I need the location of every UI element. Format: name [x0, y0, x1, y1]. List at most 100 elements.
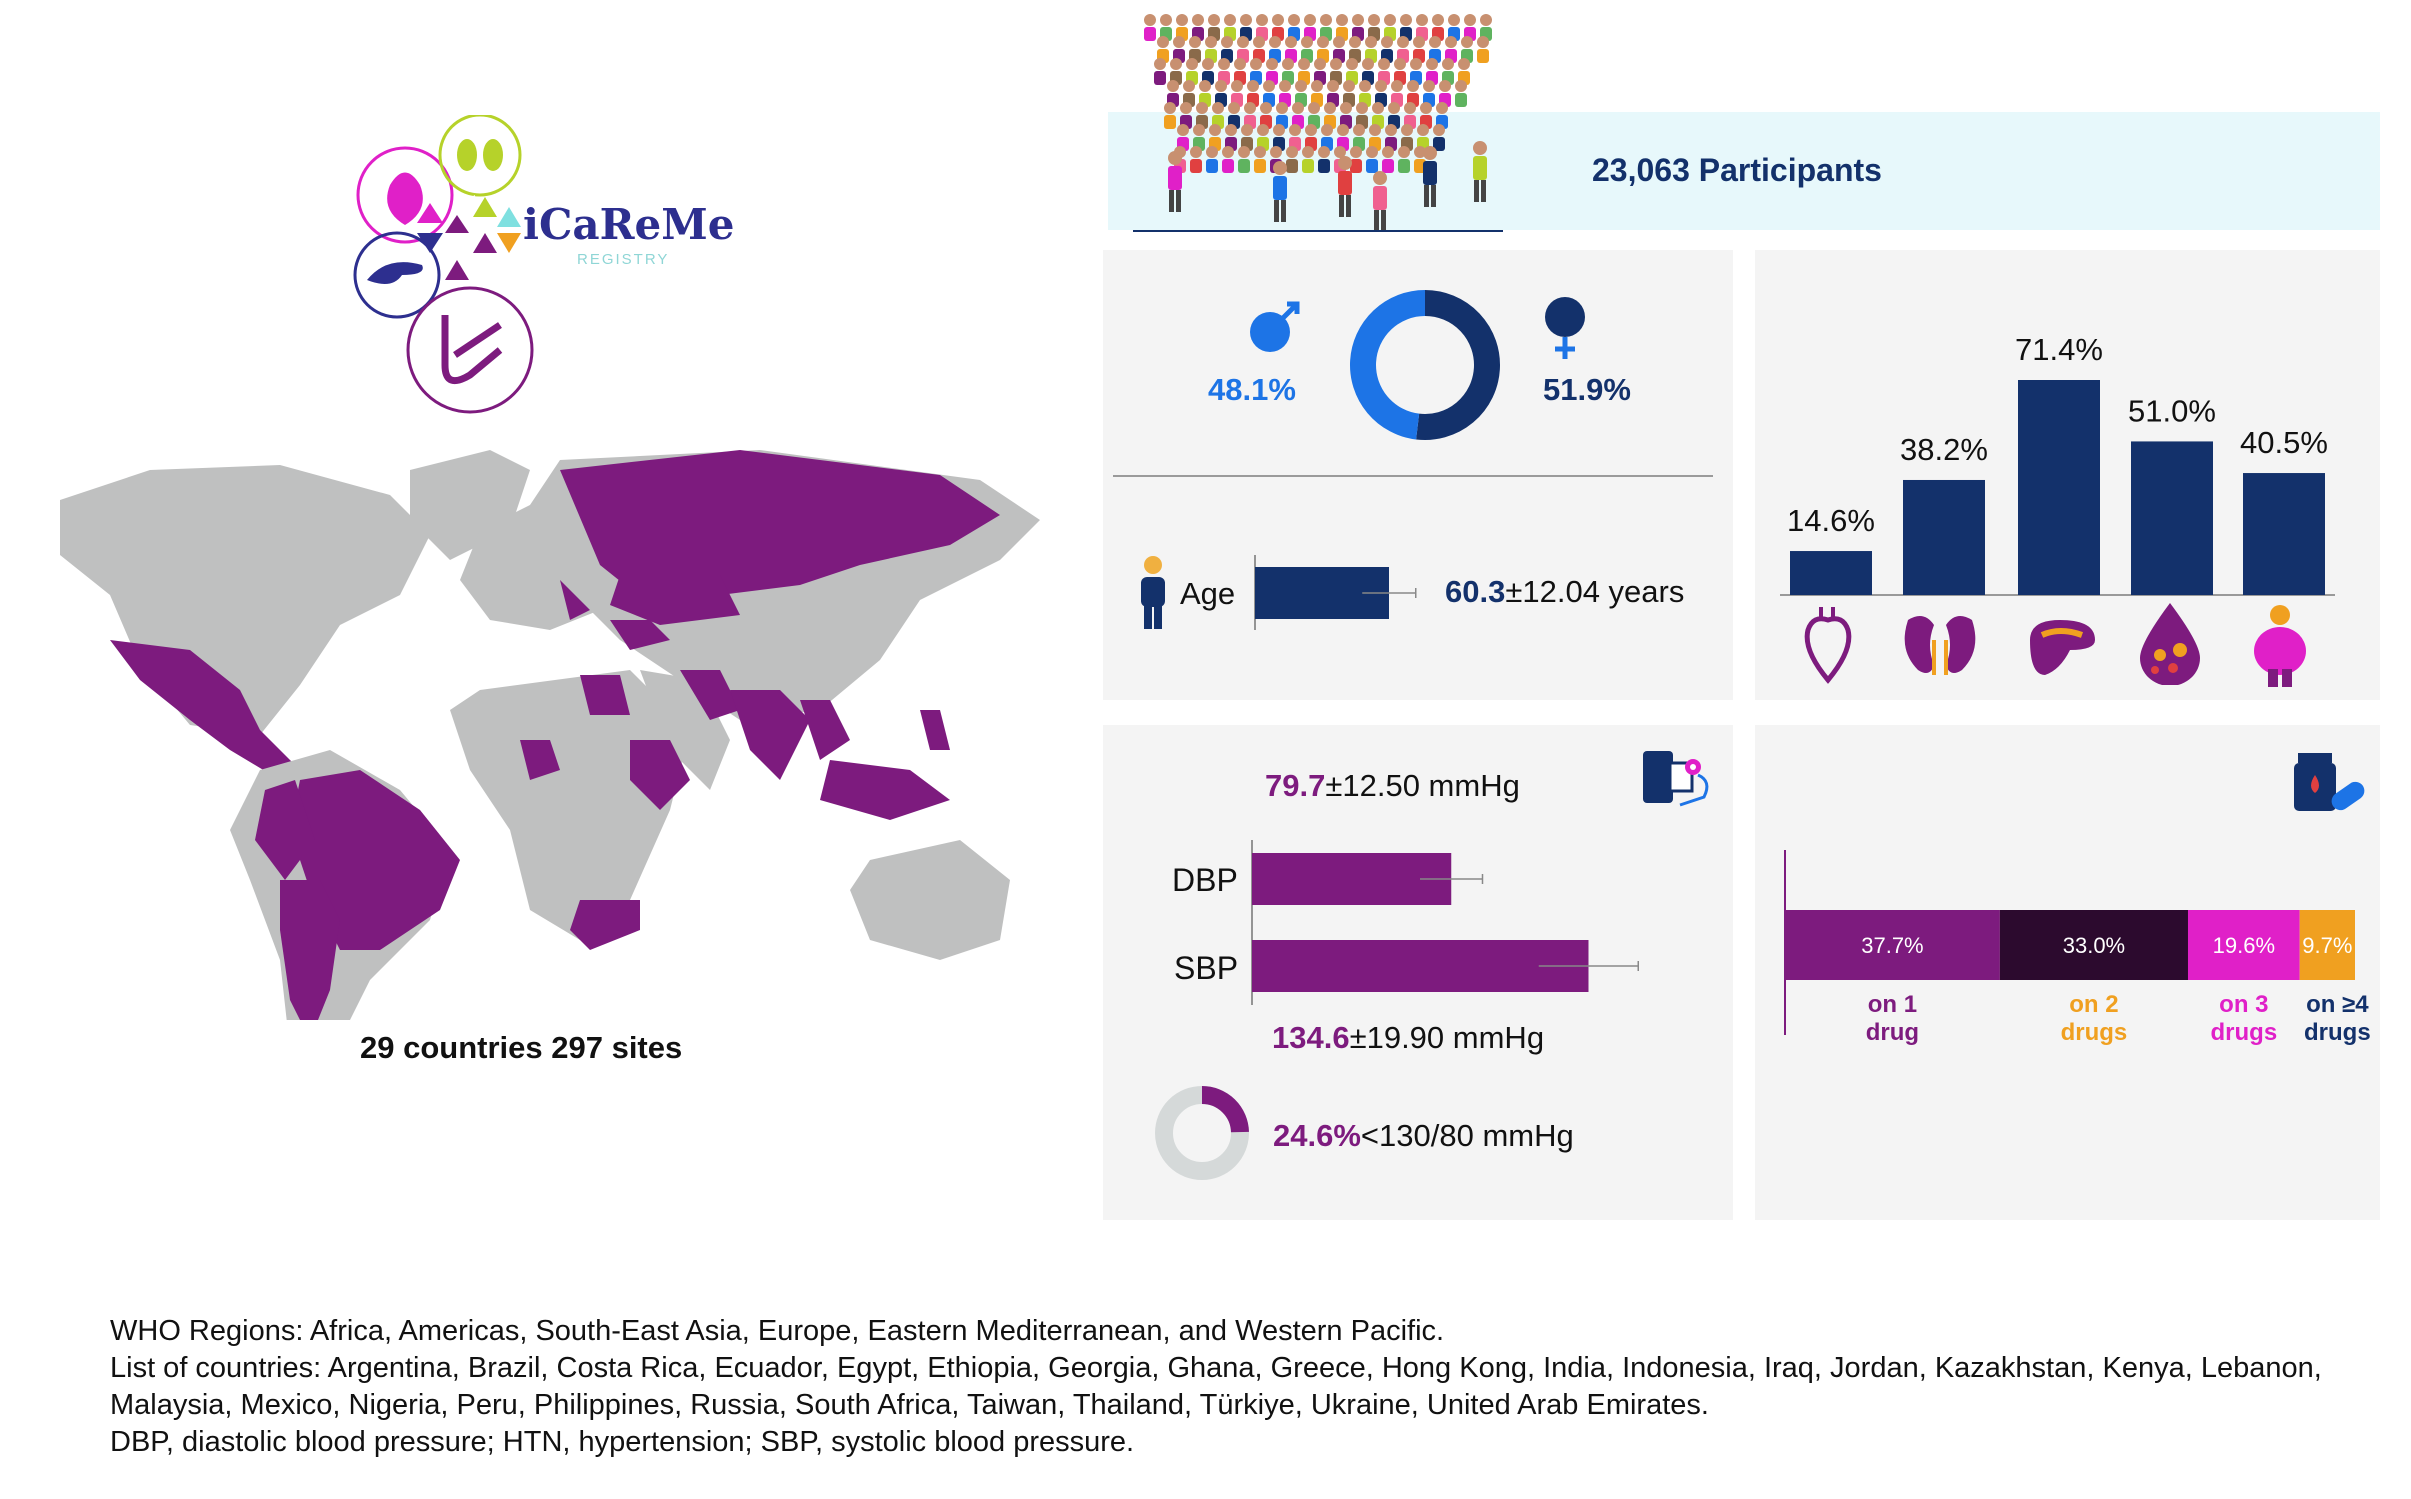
- sbp-sd: ±19.90 mmHg: [1349, 1020, 1545, 1055]
- sex-age-divider: [1113, 475, 1713, 477]
- crowd-person-head: [1279, 80, 1291, 92]
- crowd-person-head: [1173, 36, 1185, 48]
- crowd-person-leg: [1346, 195, 1351, 217]
- comorbidity-value-label: 14.6%: [1787, 503, 1875, 538]
- crowd-person-head: [1295, 80, 1307, 92]
- crowd-person-leg: [1281, 200, 1286, 222]
- crowd-person-head: [1320, 14, 1332, 26]
- crowd-person-head: [1461, 36, 1473, 48]
- crowd-person-body: [1286, 159, 1298, 173]
- crowd-person-head: [1381, 36, 1393, 48]
- crowd-person-head: [1263, 80, 1275, 92]
- sbp-stat: 134.6±19.90 mmHg: [1272, 1020, 1544, 1056]
- world-map: [60, 450, 1040, 1020]
- crowd-person-head: [1477, 36, 1489, 48]
- crowd-person-head: [1333, 36, 1345, 48]
- crowd-person-head: [1183, 80, 1195, 92]
- kidney-icon: [1904, 616, 1976, 675]
- drug-segment: [2299, 910, 2355, 980]
- crowd-person-head: [1160, 14, 1172, 26]
- drug-legend-label: on 3: [2219, 991, 2268, 1018]
- map-south-africa: [570, 900, 640, 950]
- crowd-person-body: [1382, 159, 1394, 173]
- crowd-person-head: [1237, 36, 1249, 48]
- comorbidity-value-label: 38.2%: [1900, 432, 1988, 467]
- crowd-person-head: [1327, 80, 1339, 92]
- age-label: Age: [1180, 576, 1236, 611]
- crowd-person-head: [1276, 102, 1288, 114]
- crowd-person-body: [1222, 159, 1234, 173]
- crowd-person-head: [1426, 58, 1438, 70]
- dbp-label: DBP: [1172, 862, 1238, 898]
- crowd-person-head: [1288, 14, 1300, 26]
- comorbidity-bar: [2018, 380, 2100, 595]
- crowd-person-head: [1257, 124, 1269, 136]
- drug-legend-label: drugs: [2211, 1019, 2278, 1046]
- crowd-person-head: [1234, 58, 1246, 70]
- bp-control-stat: 24.6%<130/80 mmHg: [1273, 1118, 1574, 1154]
- bp-control-donut: [1155, 1086, 1249, 1180]
- crowd-person-leg: [1339, 195, 1344, 217]
- comorbidity-value-label: 71.4%: [2015, 332, 2103, 367]
- crowd-person-leg: [1274, 200, 1279, 222]
- map-iraq: [680, 670, 740, 720]
- logo: iCaReMe REGISTRY: [345, 113, 745, 425]
- crowd-person-body: [1254, 159, 1266, 173]
- medication-icon: [2294, 753, 2365, 811]
- crowd-person-head: [1373, 171, 1387, 185]
- crowd-person-head: [1378, 58, 1390, 70]
- crowd-person-head: [1473, 141, 1487, 155]
- crowd-person-body: [1433, 137, 1445, 151]
- crowd-person-head: [1445, 36, 1457, 48]
- crowd-person-head: [1394, 58, 1406, 70]
- dbp-stat: 79.7±12.50 mmHg: [1265, 768, 1520, 804]
- map-nigeria: [520, 740, 560, 780]
- heart-icon: [1804, 607, 1852, 684]
- crowd-person-head: [1215, 80, 1227, 92]
- drug-segment-label: 19.6%: [2213, 933, 2275, 958]
- crowd-person-head: [1218, 58, 1230, 70]
- crowd-person-head: [1369, 124, 1381, 136]
- crowd-person-head: [1302, 146, 1314, 158]
- crowd-person-head: [1193, 124, 1205, 136]
- comorbidity-bar: [2243, 473, 2325, 595]
- sbp-label: SBP: [1174, 950, 1239, 986]
- participants-label: 23,063 Participants: [1592, 152, 1882, 188]
- map-africa: [450, 670, 690, 940]
- crowd-person-head: [1212, 102, 1224, 114]
- crowd-person-head: [1391, 80, 1403, 92]
- crowd-person-head: [1308, 102, 1320, 114]
- crowd-person-head: [1253, 36, 1265, 48]
- crowd-person-body: [1398, 159, 1410, 173]
- crowd-person-head: [1410, 58, 1422, 70]
- drug-legend-label: on 2: [2069, 991, 2118, 1018]
- crowd-person-head: [1250, 58, 1262, 70]
- crowd-person-head: [1208, 14, 1220, 26]
- crowd-person-head: [1416, 14, 1428, 26]
- sbp-mean: 134.6: [1272, 1020, 1350, 1055]
- heart-logo-icon: [387, 172, 423, 225]
- crowd-person-head: [1231, 80, 1243, 92]
- crowd-person-head: [1455, 80, 1467, 92]
- crowd-person-head: [1423, 146, 1437, 160]
- crowd-person-leg: [1481, 180, 1486, 202]
- crowd-person-head: [1407, 80, 1419, 92]
- age-bar-chart: [1254, 555, 1417, 630]
- map-thailand: [800, 700, 850, 760]
- pancreas-logo-icon: [367, 262, 423, 284]
- crowd-person-head: [1247, 80, 1259, 92]
- crowd-person-head: [1273, 124, 1285, 136]
- crowd-person-head: [1221, 36, 1233, 48]
- crowd-person-head: [1196, 102, 1208, 114]
- crowd-person-head: [1385, 124, 1397, 136]
- crowd-person-head: [1269, 36, 1281, 48]
- crowd-person-head: [1480, 14, 1492, 26]
- bp-monitor-icon: [1643, 751, 1709, 807]
- crowd-person-head: [1205, 36, 1217, 48]
- crowd-person-head: [1448, 14, 1460, 26]
- sbp-bar: [1252, 940, 1589, 992]
- crowd-person-head: [1337, 124, 1349, 136]
- crowd-person-head: [1186, 58, 1198, 70]
- crowd-person-head: [1199, 80, 1211, 92]
- crowd-person-head: [1433, 124, 1445, 136]
